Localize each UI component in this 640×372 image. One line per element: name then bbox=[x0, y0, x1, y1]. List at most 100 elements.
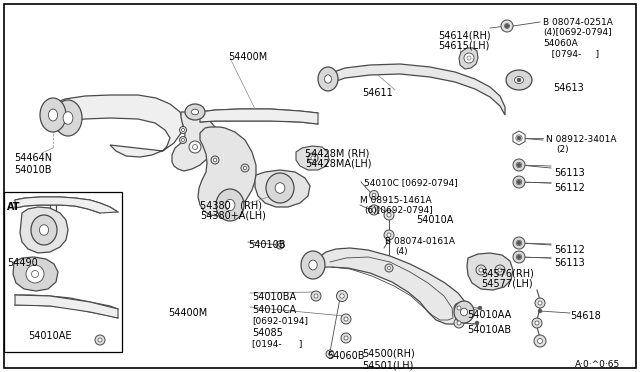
Text: 54010BA: 54010BA bbox=[252, 292, 296, 302]
Circle shape bbox=[276, 241, 284, 249]
Circle shape bbox=[182, 128, 184, 131]
Circle shape bbox=[337, 291, 348, 301]
Text: 54615(LH): 54615(LH) bbox=[438, 41, 490, 51]
Text: 54400M: 54400M bbox=[228, 52, 268, 62]
Text: 54428M (RH): 54428M (RH) bbox=[305, 148, 369, 158]
Text: 54380   (RH): 54380 (RH) bbox=[200, 200, 262, 210]
Text: 56112: 56112 bbox=[554, 245, 585, 255]
Circle shape bbox=[538, 301, 542, 305]
Text: 54010AB: 54010AB bbox=[467, 325, 511, 335]
Circle shape bbox=[513, 251, 525, 263]
Circle shape bbox=[516, 240, 522, 246]
Circle shape bbox=[504, 23, 509, 29]
Text: 54614(RH): 54614(RH) bbox=[438, 30, 491, 40]
Circle shape bbox=[457, 321, 461, 325]
Circle shape bbox=[340, 294, 344, 298]
Circle shape bbox=[475, 321, 479, 325]
Circle shape bbox=[516, 179, 522, 185]
Circle shape bbox=[369, 190, 378, 199]
Circle shape bbox=[31, 270, 38, 278]
Ellipse shape bbox=[225, 199, 235, 211]
Polygon shape bbox=[296, 146, 329, 170]
Polygon shape bbox=[200, 109, 318, 124]
Circle shape bbox=[243, 166, 247, 170]
Circle shape bbox=[344, 317, 348, 321]
Text: [0692-0194]: [0692-0194] bbox=[252, 316, 308, 325]
Ellipse shape bbox=[515, 77, 524, 83]
Text: N 08912-3401A: N 08912-3401A bbox=[546, 135, 616, 144]
Text: 54611: 54611 bbox=[362, 88, 393, 98]
Circle shape bbox=[457, 306, 461, 310]
Bar bbox=[4, 192, 122, 352]
Circle shape bbox=[341, 314, 351, 324]
Polygon shape bbox=[13, 257, 58, 291]
Circle shape bbox=[517, 163, 521, 167]
Polygon shape bbox=[328, 64, 505, 115]
Polygon shape bbox=[467, 253, 513, 290]
Polygon shape bbox=[15, 197, 118, 213]
Circle shape bbox=[314, 294, 318, 298]
Text: (4)[0692-0794]: (4)[0692-0794] bbox=[543, 28, 612, 37]
Circle shape bbox=[98, 338, 102, 342]
Text: 54010B: 54010B bbox=[14, 165, 51, 175]
Circle shape bbox=[478, 306, 482, 310]
Text: 54060A: 54060A bbox=[543, 39, 578, 48]
Circle shape bbox=[326, 350, 334, 358]
Polygon shape bbox=[15, 295, 118, 318]
Circle shape bbox=[179, 126, 186, 134]
Text: 56113: 56113 bbox=[554, 168, 585, 178]
Circle shape bbox=[387, 213, 391, 217]
Text: AT: AT bbox=[7, 202, 20, 212]
Circle shape bbox=[517, 241, 521, 245]
Ellipse shape bbox=[266, 173, 294, 203]
Circle shape bbox=[179, 137, 186, 144]
Circle shape bbox=[341, 333, 351, 343]
Polygon shape bbox=[172, 112, 217, 171]
Circle shape bbox=[372, 193, 376, 197]
Circle shape bbox=[501, 20, 513, 32]
Text: 54490: 54490 bbox=[7, 258, 38, 268]
Polygon shape bbox=[459, 48, 478, 69]
Text: 54010AE: 54010AE bbox=[28, 331, 72, 341]
Ellipse shape bbox=[461, 308, 467, 316]
Circle shape bbox=[95, 335, 105, 345]
Circle shape bbox=[535, 298, 545, 308]
Circle shape bbox=[328, 353, 332, 356]
Circle shape bbox=[464, 53, 474, 63]
Circle shape bbox=[498, 268, 502, 272]
Text: 54085: 54085 bbox=[252, 328, 283, 338]
Circle shape bbox=[505, 24, 509, 28]
Ellipse shape bbox=[318, 67, 338, 91]
Circle shape bbox=[513, 237, 525, 249]
Text: (6)[0692-0794]: (6)[0692-0794] bbox=[364, 206, 433, 215]
Text: 56112: 56112 bbox=[554, 183, 585, 193]
Ellipse shape bbox=[54, 100, 82, 136]
Text: B 08074-0161A: B 08074-0161A bbox=[385, 237, 455, 246]
Text: [0794-     ]: [0794- ] bbox=[543, 49, 599, 58]
Circle shape bbox=[538, 309, 542, 313]
Circle shape bbox=[517, 136, 521, 140]
Polygon shape bbox=[53, 95, 184, 157]
Text: 54010C [0692-0794]: 54010C [0692-0794] bbox=[364, 178, 458, 187]
Text: 54010A: 54010A bbox=[416, 215, 453, 225]
Text: 54010AA: 54010AA bbox=[467, 310, 511, 320]
Circle shape bbox=[193, 144, 198, 150]
Ellipse shape bbox=[185, 104, 205, 120]
Circle shape bbox=[495, 265, 505, 275]
Ellipse shape bbox=[216, 189, 244, 221]
Ellipse shape bbox=[31, 215, 57, 245]
Circle shape bbox=[517, 180, 521, 184]
Ellipse shape bbox=[309, 260, 317, 270]
Circle shape bbox=[517, 255, 521, 259]
Ellipse shape bbox=[275, 183, 285, 193]
Circle shape bbox=[278, 244, 282, 247]
Circle shape bbox=[26, 265, 44, 283]
Circle shape bbox=[516, 135, 522, 141]
Circle shape bbox=[532, 318, 542, 328]
Circle shape bbox=[538, 339, 543, 343]
Text: 54500(RH): 54500(RH) bbox=[362, 349, 415, 359]
Circle shape bbox=[467, 56, 471, 60]
Text: 54400M: 54400M bbox=[168, 308, 207, 318]
Text: 54501(LH): 54501(LH) bbox=[362, 360, 413, 370]
Circle shape bbox=[513, 176, 525, 188]
